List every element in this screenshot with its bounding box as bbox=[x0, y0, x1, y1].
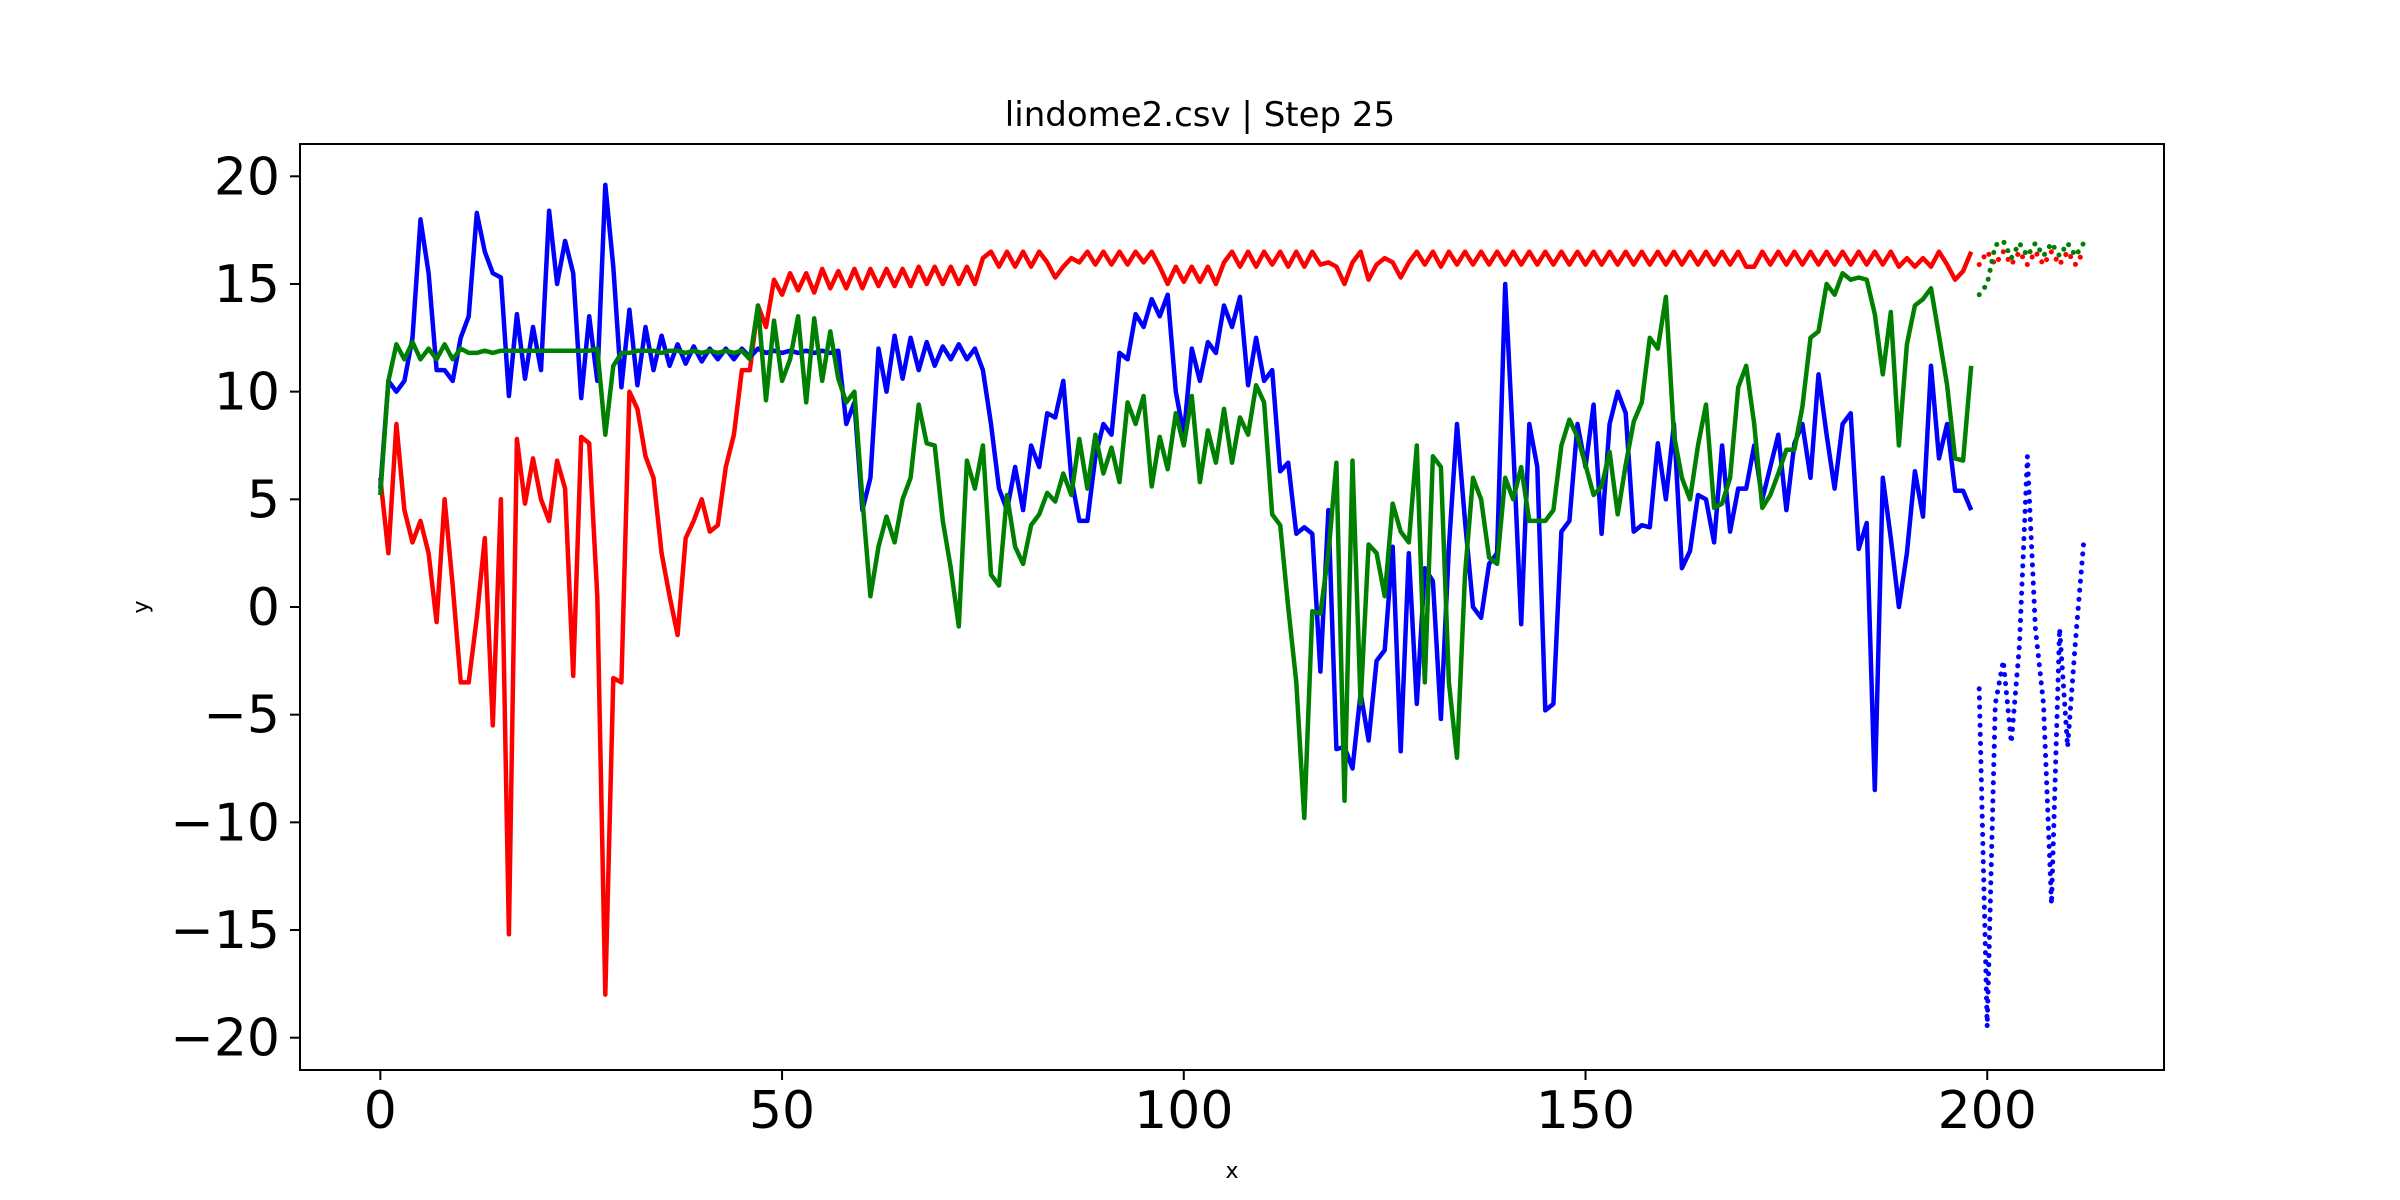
y-tick-label: 0 bbox=[247, 578, 280, 638]
y-tick-label: 20 bbox=[214, 147, 280, 207]
series-line-blue bbox=[378, 182, 1974, 793]
y-tick-label: −5 bbox=[203, 686, 280, 746]
series-line-red bbox=[378, 249, 1974, 997]
series-line-red-forecast bbox=[1976, 249, 2087, 268]
x-tick-label: 50 bbox=[749, 1081, 815, 1141]
x-tick-label: 200 bbox=[1938, 1081, 2037, 1141]
chart-title: lindome2.csv | Step 25 bbox=[1005, 95, 1395, 135]
x-tick-label: 100 bbox=[1134, 1081, 1233, 1141]
series-line-green-forecast bbox=[1976, 238, 2087, 298]
y-axis-label: y bbox=[129, 600, 154, 613]
x-tick-label: 0 bbox=[364, 1081, 397, 1141]
y-tick-label: 5 bbox=[247, 470, 280, 530]
y-tick-label: 15 bbox=[214, 255, 280, 315]
series-layer bbox=[378, 182, 2087, 1030]
y-axis: −20 −15 −10 −5 0 5 10 15 20 bbox=[170, 147, 300, 1069]
y-tick-label: −15 bbox=[170, 901, 280, 961]
x-tick-label: 150 bbox=[1536, 1081, 1635, 1141]
series-line-green bbox=[378, 270, 1974, 821]
y-tick-label: −20 bbox=[170, 1009, 280, 1069]
y-tick-label: −10 bbox=[170, 793, 280, 853]
x-axis-label: x bbox=[1225, 1159, 1238, 1184]
x-axis: 0 50 100 150 200 bbox=[364, 1070, 2037, 1141]
y-tick-label: 10 bbox=[214, 363, 280, 423]
